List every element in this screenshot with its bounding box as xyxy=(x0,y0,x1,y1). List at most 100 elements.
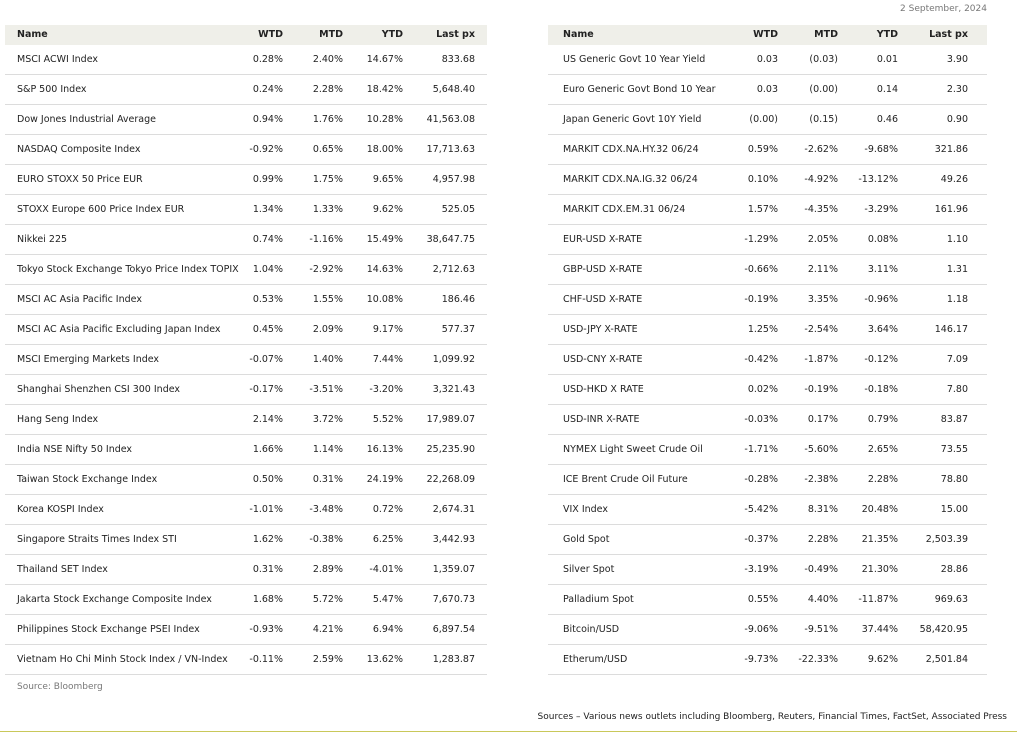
column-header: YTD xyxy=(381,29,403,40)
cell-value: -1.01% xyxy=(249,504,283,515)
row-separator xyxy=(5,584,487,585)
cell-value: -0.18% xyxy=(864,384,898,395)
row-separator xyxy=(5,614,487,615)
column-header: MTD xyxy=(814,29,838,40)
row-name: Jakarta Stock Exchange Composite Index xyxy=(17,594,212,605)
row-name: Hang Seng Index xyxy=(17,414,99,425)
row-name: GBP-USD X-RATE xyxy=(563,264,643,275)
row-name: USD-INR X-RATE xyxy=(563,414,640,425)
row-name: Thailand SET Index xyxy=(17,564,108,575)
cell-value: 6.25% xyxy=(372,534,403,545)
row-name: Philippines Stock Exchange PSEI Index xyxy=(17,624,200,635)
row-separator xyxy=(5,674,487,675)
cell-value: 7.44% xyxy=(372,354,403,365)
cell-value: -2.92% xyxy=(309,264,343,275)
cell-value: 28.86 xyxy=(940,564,968,575)
cell-value: 10.08% xyxy=(366,294,403,305)
cell-value: -9.73% xyxy=(744,654,778,665)
column-header: Last px xyxy=(436,29,475,40)
row-name: India NSE Nifty 50 Index xyxy=(17,444,133,455)
cell-value: 0.65% xyxy=(312,144,343,155)
row-name: STOXX Europe 600 Price Index EUR xyxy=(17,204,185,215)
row-name: Etherum/USD xyxy=(563,654,628,665)
cell-value: 577.37 xyxy=(441,324,475,335)
row-separator xyxy=(548,614,987,615)
cell-value: 1,099.92 xyxy=(432,354,475,365)
row-separator xyxy=(5,224,487,225)
cell-value: 0.14 xyxy=(876,84,898,95)
cell-value: -3.51% xyxy=(309,384,343,395)
row-separator xyxy=(548,134,987,135)
row-separator xyxy=(5,524,487,525)
cell-value: -0.03% xyxy=(744,414,778,425)
cell-value: 4.21% xyxy=(312,624,343,635)
row-separator xyxy=(5,164,487,165)
row-separator xyxy=(548,254,987,255)
cell-value: -3.48% xyxy=(309,504,343,515)
cell-value: 0.50% xyxy=(252,474,283,485)
row-name: ICE Brent Crude Oil Future xyxy=(563,474,688,485)
row-name: MARKIT CDX.NA.IG.32 06/24 xyxy=(563,174,698,185)
cell-value: 2.14% xyxy=(252,414,283,425)
row-separator xyxy=(548,494,987,495)
row-separator xyxy=(548,674,987,675)
cell-value: 2.65% xyxy=(867,444,898,455)
cell-value: -9.51% xyxy=(804,624,838,635)
cell-value: 0.74% xyxy=(252,234,283,245)
cell-value: 1,359.07 xyxy=(432,564,475,575)
footer: Sources – Various news outlets including… xyxy=(537,712,1007,722)
cell-value: 2.11% xyxy=(807,264,838,275)
row-name: Euro Generic Govt Bond 10 Year xyxy=(563,84,716,95)
cell-value: 833.68 xyxy=(441,54,475,65)
cell-value: 2.89% xyxy=(312,564,343,575)
row-name: S&P 500 Index xyxy=(17,84,87,95)
row-separator xyxy=(548,194,987,195)
cell-value: 3,321.43 xyxy=(432,384,475,395)
cell-value: 78.80 xyxy=(940,474,968,485)
cell-value: -0.28% xyxy=(744,474,778,485)
row-name: MSCI ACWI Index xyxy=(17,54,99,65)
row-name: MARKIT CDX.EM.31 06/24 xyxy=(563,204,686,215)
cell-value: 0.55% xyxy=(747,594,778,605)
cell-value: 1.66% xyxy=(252,444,283,455)
row-name: Shanghai Shenzhen CSI 300 Index xyxy=(17,384,181,395)
row-name: Palladium Spot xyxy=(563,594,634,605)
header-row xyxy=(548,25,987,45)
cell-value: 0.79% xyxy=(867,414,898,425)
cell-value: 17,713.63 xyxy=(426,144,475,155)
cell-value: 49.26 xyxy=(940,174,968,185)
cell-value: -13.12% xyxy=(858,174,898,185)
cell-value: 0.99% xyxy=(252,174,283,185)
cell-value: 10.28% xyxy=(366,114,403,125)
cell-value: -22.33% xyxy=(798,654,838,665)
cell-value: 0.45% xyxy=(252,324,283,335)
cell-value: 0.08% xyxy=(867,234,898,245)
cell-value: 4,957.98 xyxy=(432,174,475,185)
column-header: MTD xyxy=(319,29,343,40)
cell-value: 9.17% xyxy=(372,324,403,335)
cell-value: 21.30% xyxy=(861,564,898,575)
cell-value: 4.40% xyxy=(807,594,838,605)
row-separator xyxy=(5,314,487,315)
cell-value: 7,670.73 xyxy=(432,594,475,605)
row-separator xyxy=(5,104,487,105)
cell-value: -0.19% xyxy=(804,384,838,395)
cell-value: 9.62% xyxy=(867,654,898,665)
cell-value: 1.76% xyxy=(312,114,343,125)
row-name: Taiwan Stock Exchange Index xyxy=(17,474,158,485)
cell-value: 1.10 xyxy=(946,234,968,245)
cell-value: 17,989.07 xyxy=(426,414,475,425)
cell-value: -0.11% xyxy=(249,654,283,665)
cell-value: -1.29% xyxy=(744,234,778,245)
cell-value: 14.63% xyxy=(366,264,403,275)
row-separator xyxy=(5,494,487,495)
cell-value: 0.03 xyxy=(756,84,778,95)
row-separator xyxy=(548,524,987,525)
cell-value: 3.90 xyxy=(946,54,968,65)
cell-value: 0.02% xyxy=(747,384,778,395)
column-header: WTD xyxy=(753,29,778,40)
row-name: MSCI AC Asia Pacific Index xyxy=(17,294,142,305)
cell-value: -0.12% xyxy=(864,354,898,365)
row-name: MSCI AC Asia Pacific Excluding Japan Ind… xyxy=(17,324,221,335)
